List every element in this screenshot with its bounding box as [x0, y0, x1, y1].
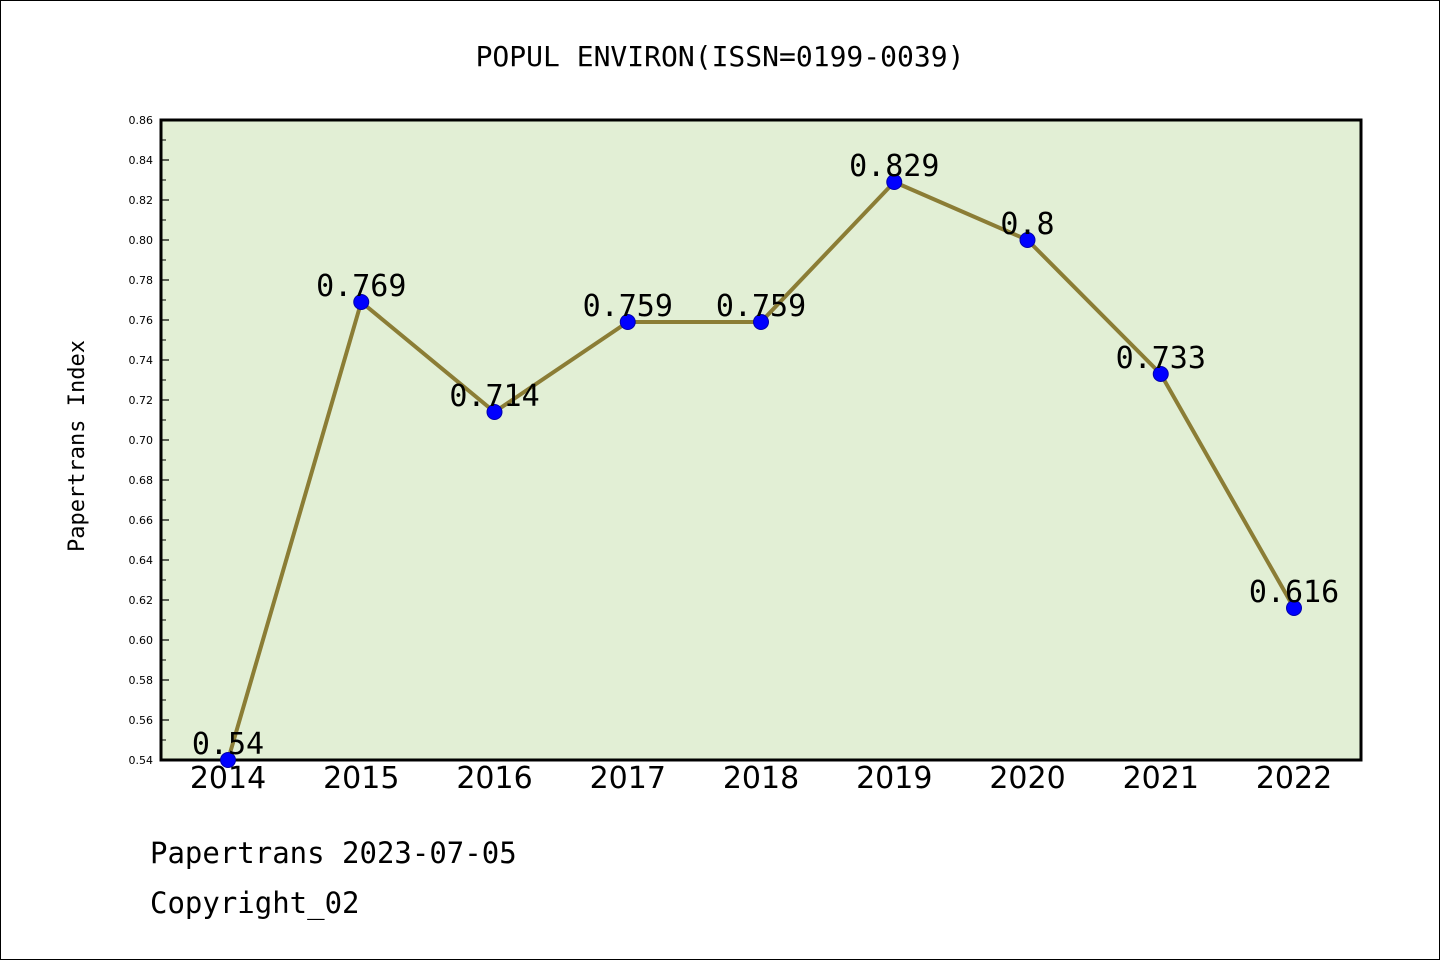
x-tick-label: 2021 — [1123, 761, 1199, 796]
y-tick-label: 0.64 — [129, 554, 154, 567]
y-tick-label: 0.86 — [129, 114, 154, 127]
y-tick-label: 0.80 — [129, 234, 154, 247]
y-tick-label: 0.66 — [129, 514, 154, 527]
y-tick-label: 0.82 — [129, 194, 154, 207]
data-point-marker — [1152, 366, 1169, 382]
footer-copyright-text: Copyright_02 — [150, 886, 360, 920]
y-tick-label: 0.78 — [129, 274, 154, 287]
x-tick-label: 2022 — [1256, 761, 1332, 796]
x-tick-label: 2018 — [723, 761, 799, 796]
data-point-marker — [619, 314, 636, 330]
footer-date-text: Papertrans 2023-07-05 — [150, 836, 517, 870]
y-tick-label: 0.54 — [129, 754, 154, 767]
y-tick-label: 0.62 — [129, 594, 154, 607]
data-label: 0.829 — [849, 149, 939, 184]
data-point-marker — [486, 404, 503, 420]
data-point-marker — [220, 752, 236, 768]
data-point-marker — [353, 294, 370, 310]
x-tick-label: 2015 — [323, 761, 399, 796]
plot-area — [159, 118, 1363, 762]
data-label: 0.8 — [1000, 207, 1054, 242]
y-tick-label: 0.74 — [129, 354, 154, 367]
data-label: 0.54 — [192, 727, 264, 762]
data-point-markers — [220, 174, 1302, 768]
y-axis-label: Papertrans Index — [65, 340, 90, 552]
data-label: 0.759 — [716, 289, 806, 324]
x-axis-ticks: 2014 2015 2016 2017 2018 2019 2020 2021 2022 — [190, 761, 1332, 796]
data-label: 0.759 — [583, 289, 673, 324]
x-tick-label: 2020 — [989, 761, 1065, 796]
data-label: 0.714 — [449, 379, 539, 414]
y-tick-label: 0.60 — [129, 634, 154, 647]
x-tick-label: 2017 — [590, 761, 666, 796]
y-tick-label: 0.56 — [129, 714, 154, 727]
x-tick-label: 2016 — [456, 761, 532, 796]
data-label: 0.769 — [316, 269, 406, 304]
data-point-marker — [886, 174, 903, 190]
y-tick-label: 0.76 — [129, 314, 154, 327]
chart-title: POPUL ENVIRON(ISSN=0199-0039) — [476, 40, 965, 73]
y-tick-label: 0.72 — [129, 394, 154, 407]
x-tick-label: 2019 — [856, 761, 932, 796]
data-label: 0.616 — [1249, 575, 1339, 610]
y-tick-label: 0.70 — [129, 434, 154, 447]
data-labels: 0.54 0.769 0.714 0.759 0.759 0.829 0.8 0.733 0.6… — [192, 149, 1339, 762]
y-tick-label: 0.58 — [129, 674, 154, 687]
y-axis-ticks: 0.54 0.56 0.58 0.60 0.62 0.64 0.66 0.68 0.70 0.72… — [129, 114, 169, 767]
data-point-marker — [1019, 232, 1036, 248]
data-point-marker — [753, 314, 769, 330]
y-tick-label: 0.68 — [129, 474, 154, 487]
data-point-marker — [1286, 600, 1302, 616]
y-tick-label: 0.84 — [129, 154, 154, 167]
data-label: 0.733 — [1116, 341, 1206, 376]
